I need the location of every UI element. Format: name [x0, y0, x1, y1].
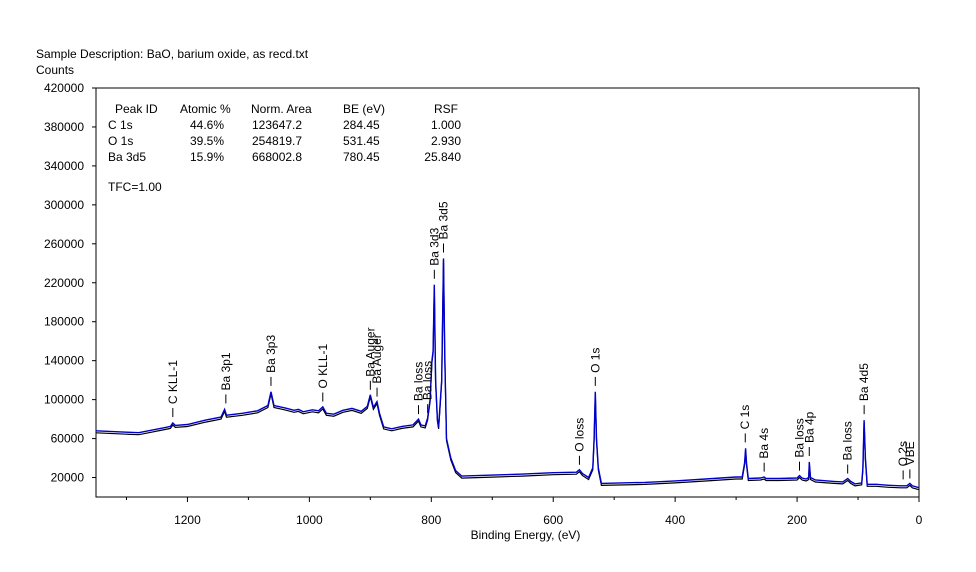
x-tick-label: 400 [665, 513, 685, 527]
x-tick-label: 0 [916, 513, 923, 527]
cell-area: 668002.8 [252, 150, 303, 164]
cell-atomic: 44.6% [190, 118, 225, 132]
y-tick-label: 140000 [44, 354, 84, 368]
x-axis-title: Binding Energy, (eV) [471, 528, 581, 542]
x-tick-label: 800 [421, 513, 441, 527]
peak-label: Ba Auger [370, 334, 384, 383]
peak-label: O KLL-1 [316, 343, 330, 388]
x-tick-label: 600 [543, 513, 563, 527]
cell-rsf: 1.000 [430, 118, 461, 132]
table-row: C 1s 44.6% 123647.2 284.45 1.000 [108, 118, 461, 134]
tfc-label: TFC=1.00 [108, 180, 162, 194]
peak-label: O 2s [896, 441, 910, 466]
table-row: O 1s 39.5% 254819.7 531.45 2.930 [108, 134, 461, 150]
plot-frame [95, 87, 920, 498]
peak-label: Ba 4d5 [857, 363, 871, 401]
peak-label: Ba 3p1 [219, 352, 233, 390]
peak-label: O 1s [588, 348, 602, 373]
cell-be: 284.45 [343, 118, 380, 132]
cell-atomic: 39.5% [190, 134, 225, 148]
peak-label: Ba loss [421, 361, 435, 400]
cell-be: 531.45 [343, 134, 380, 148]
cell-peak: C 1s [108, 118, 133, 132]
peak-label: Ba 4p [802, 411, 816, 443]
y-tick-label: 100000 [44, 393, 84, 407]
cell-area: 254819.7 [252, 134, 303, 148]
x-tick-label: 1200 [174, 513, 201, 527]
y-tick-label: 180000 [44, 315, 84, 329]
col-rsf: RSF [434, 102, 458, 116]
y-axis-title: Counts [36, 63, 75, 77]
y-tick-label: 380000 [44, 120, 84, 134]
peak-label: Ba 3d5 [436, 201, 450, 239]
col-atomic-pct: Atomic % [180, 102, 231, 116]
peak-label: O loss [572, 418, 586, 452]
quantification-table-header: Peak ID Atomic % Norm. Area BE (eV) RSF [108, 102, 458, 118]
peak-label: Ba Auger [363, 327, 377, 376]
spectrum-line [96, 258, 919, 489]
col-be: BE (eV) [343, 102, 386, 116]
y-tick-label: 220000 [44, 276, 84, 290]
sample-description: Sample Description: BaO, barium oxide, a… [36, 47, 309, 61]
cell-be: 780.45 [343, 150, 380, 164]
cell-rsf: 25.840 [424, 150, 461, 164]
peak-label: Ba loss [793, 418, 807, 457]
y-tick-label: 420000 [44, 81, 84, 95]
y-tick-label: 300000 [44, 198, 84, 212]
cell-peak: O 1s [108, 134, 134, 148]
peak-label: C KLL-1 [166, 360, 180, 404]
peak-label: Ba loss [841, 421, 855, 460]
y-tick-label: 60000 [51, 432, 85, 446]
cell-area: 123647.2 [252, 118, 303, 132]
peak-label: C 1s [738, 405, 752, 430]
cell-atomic: 15.9% [190, 150, 225, 164]
peak-label: Ba 3p3 [264, 335, 278, 373]
y-tick-label: 260000 [44, 237, 84, 251]
x-tick-label: 1000 [296, 513, 323, 527]
peak-label: VBE [903, 441, 917, 465]
peak-label: Ba 4s [757, 428, 771, 459]
quantification-table: Peak ID Atomic % Norm. Area BE (eV) RSF … [108, 102, 461, 194]
cell-peak: Ba 3d5 [108, 150, 147, 164]
x-tick-label: 200 [787, 513, 807, 527]
cell-rsf: 2.930 [430, 134, 461, 148]
peak-label: Ba 3d3 [427, 227, 441, 265]
col-peak-id: Peak ID [115, 102, 158, 116]
table-row: Ba 3d5 15.9% 668002.8 780.45 25.840 [108, 150, 461, 166]
y-tick-label: 340000 [44, 159, 84, 173]
y-tick-label: 20000 [51, 471, 85, 485]
col-norm-area: Norm. Area [251, 102, 312, 116]
peak-label: Ba loss [411, 362, 425, 401]
